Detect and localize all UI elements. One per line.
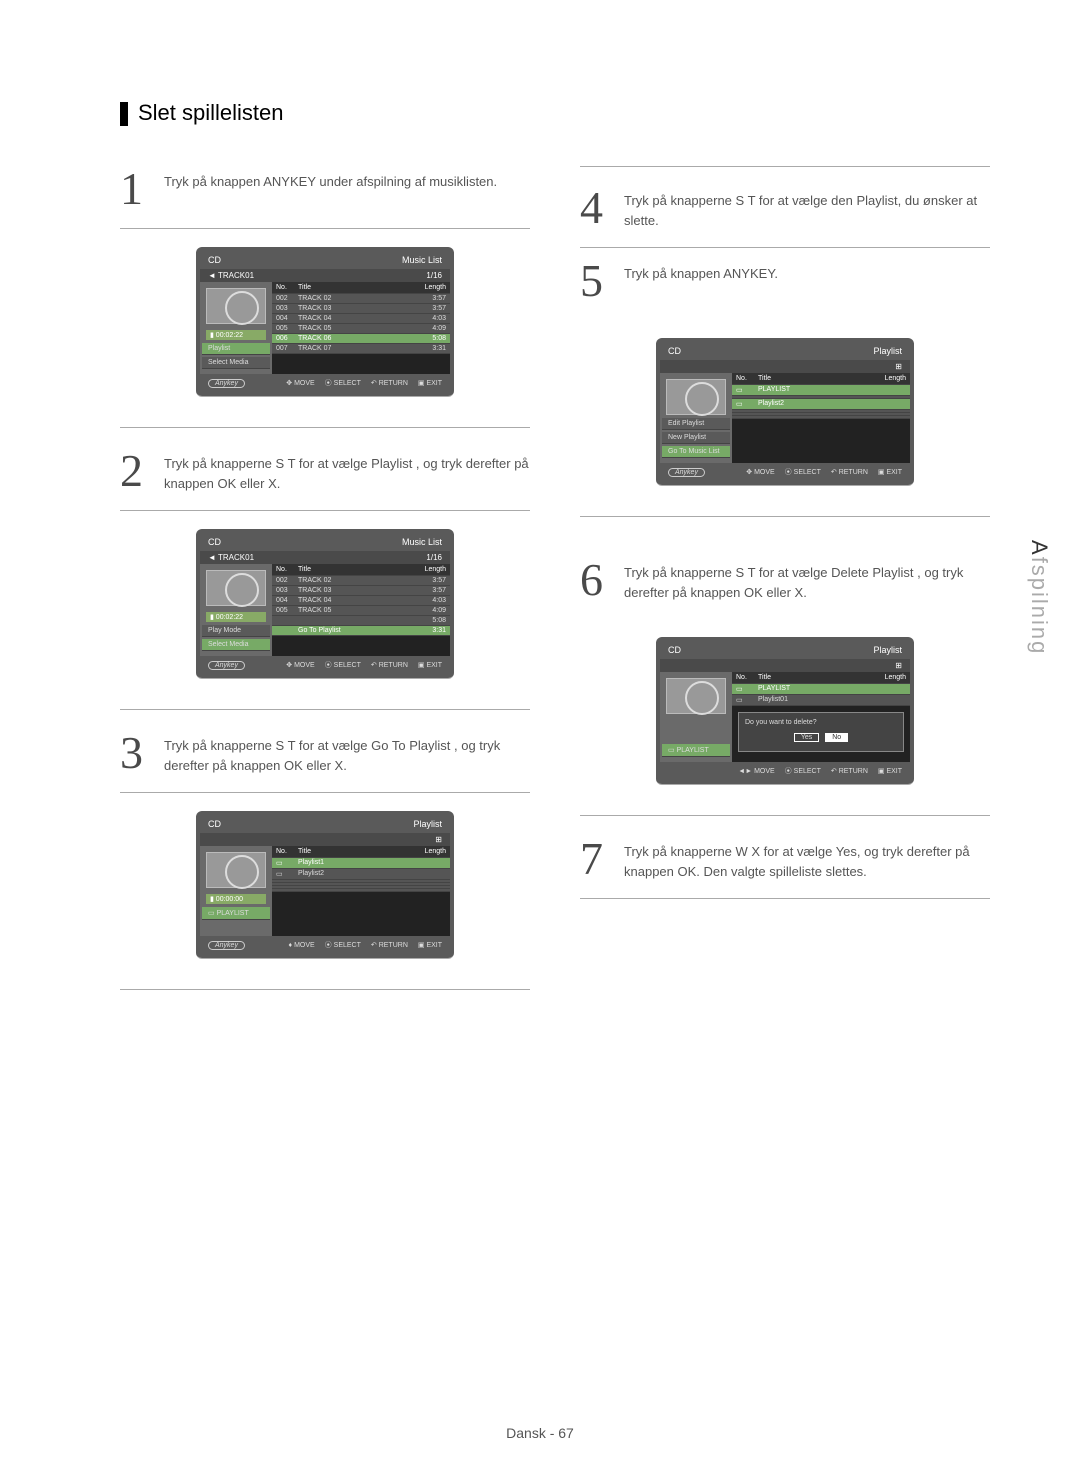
hdr-right: Music List — [402, 255, 442, 265]
col-title: Title — [298, 284, 410, 291]
anykey-badge: Anykey — [668, 468, 705, 477]
playlist-row[interactable]: ▭Playlist1 — [272, 858, 450, 869]
table-row[interactable]: 005TRACK 054:09 — [272, 606, 450, 616]
step-text: Tryk på knapperne S T for at vælge den P… — [624, 185, 990, 231]
step-2: 2 Tryk på knapperne S T for at vælge Pla… — [120, 448, 530, 511]
step-text: Tryk på knapperne S T for at vælge Delet… — [624, 557, 990, 603]
screenshot-2: CDMusic List ◄ TRACK011/16 ▮ 00:02:22 Pl… — [196, 529, 454, 679]
menu-select-media[interactable]: Select Media — [202, 639, 270, 651]
album-thumb — [666, 678, 726, 714]
step-6: 6 Tryk på knapperne S T for at vælge Del… — [580, 557, 990, 619]
table-row[interactable]: 006TRACK 065:08 — [272, 334, 450, 344]
confirm-dialog: Do you want to delete? Yes No — [738, 712, 904, 752]
hdr-cd: CD — [208, 255, 221, 265]
page-number: Dansk - 67 — [0, 1425, 1080, 1441]
anykey-badge: Anykey — [208, 661, 245, 670]
left-column: 1 Tryk på knappen ANYKEY under afspilnin… — [120, 166, 530, 1010]
right-column: 4 Tryk på knapperne S T for at vælge den… — [580, 166, 990, 1010]
table-row[interactable]: 5:08 — [272, 616, 450, 626]
step-num: 6 — [580, 557, 612, 603]
time-bar: ▮ 00:02:22 — [206, 330, 266, 340]
step-1: 1 Tryk på knappen ANYKEY under afspilnin… — [120, 166, 530, 229]
yes-button[interactable]: Yes — [794, 733, 819, 742]
table-row — [272, 889, 450, 892]
sub-track: TRACK01 — [218, 271, 254, 280]
table-row[interactable]: 005TRACK 054:09 — [272, 324, 450, 334]
table-row[interactable]: 004TRACK 044:03 — [272, 596, 450, 606]
col-no: No. — [276, 284, 298, 291]
foot-select: ⦿ SELECT — [325, 378, 361, 388]
go-to-playlist[interactable]: Go To Playlist3:31 — [272, 626, 450, 636]
step-text: Tryk på knapperne W X for at vælge Yes, … — [624, 836, 990, 882]
table-row[interactable]: 003TRACK 033:57 — [272, 304, 450, 314]
step-num: 5 — [580, 258, 612, 304]
playlist-row[interactable]: ▭Playlist2 — [272, 869, 450, 880]
step-num: 1 — [120, 166, 152, 212]
menu-playlist[interactable]: ▭ PLAYLIST — [662, 744, 730, 757]
step-num: 3 — [120, 730, 152, 776]
step-7: 7 Tryk på knapperne W X for at vælge Yes… — [580, 836, 990, 899]
title-bar-icon — [120, 102, 128, 126]
screenshot-6: CDPlaylist ⊞ ▭ PLAYLIST No.TitleLength ▭… — [656, 637, 914, 785]
foot-exit: ▣ EXIT — [418, 379, 442, 387]
screenshot-5: CDPlaylist ⊞ Edit Playlist New Playlist … — [656, 338, 914, 486]
col-len: Length — [410, 284, 446, 291]
step-text: Tryk på knapperne S T for at vælge Go To… — [164, 730, 530, 776]
step-num: 4 — [580, 185, 612, 231]
menu-playlist[interactable]: Playlist — [202, 343, 270, 355]
step-3: 3 Tryk på knapperne S T for at vælge Go … — [120, 730, 530, 793]
album-thumb — [206, 852, 266, 888]
menu-edit-playlist[interactable]: Edit Playlist — [662, 418, 730, 430]
no-button[interactable]: No — [825, 733, 848, 742]
step-5: 5 Tryk på knappen ANYKEY. — [580, 258, 990, 320]
step-num: 7 — [580, 836, 612, 882]
anykey-badge: Anykey — [208, 941, 245, 950]
step-text: Tryk på knappen ANYKEY. — [624, 258, 778, 304]
table-row — [732, 416, 910, 419]
playlist-row[interactable]: ▭PLAYLIST — [732, 385, 910, 396]
playlist-row[interactable]: ▭PLAYLIST — [732, 684, 910, 695]
album-thumb — [206, 288, 266, 324]
dialog-text: Do you want to delete? — [745, 719, 817, 726]
side-tab: Afspilning — [1026, 540, 1052, 655]
menu-play-mode[interactable]: Play Mode — [202, 625, 270, 637]
table-row[interactable]: 002TRACK 023:57 — [272, 294, 450, 304]
album-thumb — [206, 570, 266, 606]
time-bar: ▮ 00:02:22 — [206, 612, 266, 622]
step-text: Tryk på knapperne S T for at vælge Playl… — [164, 448, 530, 494]
menu-new-playlist[interactable]: New Playlist — [662, 432, 730, 444]
foot-move: ✥ MOVE — [286, 379, 314, 387]
table-row[interactable]: 007TRACK 073:31 — [272, 344, 450, 354]
screenshot-1: CDMusic List ◄ TRACK011/16 ▮ 00:02:22 Pl… — [196, 247, 454, 397]
menu-playlist[interactable]: ▭ PLAYLIST — [202, 907, 270, 920]
step-num: 2 — [120, 448, 152, 494]
playlist-row[interactable]: ▭Playlist01 — [732, 695, 910, 706]
step-4: 4 Tryk på knapperne S T for at vælge den… — [580, 185, 990, 248]
foot-return: ↶ RETURN — [371, 379, 408, 387]
step-text: Tryk på knappen ANYKEY under afspilning … — [164, 166, 497, 212]
time-bar: ▮ 00:00:00 — [206, 894, 266, 904]
anykey-badge: Anykey — [208, 379, 245, 388]
title-text: Slet spillelisten — [138, 100, 284, 125]
table-row[interactable]: 004TRACK 044:03 — [272, 314, 450, 324]
menu-goto-musiclist[interactable]: Go To Music List — [662, 446, 730, 458]
sub-count: 1/16 — [426, 271, 442, 280]
page-title: Slet spillelisten — [120, 100, 990, 126]
menu-select-media[interactable]: Select Media — [202, 357, 270, 369]
playlist-row[interactable]: ▭Playlist2 — [732, 399, 910, 410]
table-row[interactable]: 002TRACK 023:57 — [272, 576, 450, 586]
album-thumb — [666, 379, 726, 415]
screenshot-3: CDPlaylist ⊞ ▮ 00:00:00 ▭ PLAYLIST No.Ti… — [196, 811, 454, 959]
table-row[interactable]: 003TRACK 033:57 — [272, 586, 450, 596]
